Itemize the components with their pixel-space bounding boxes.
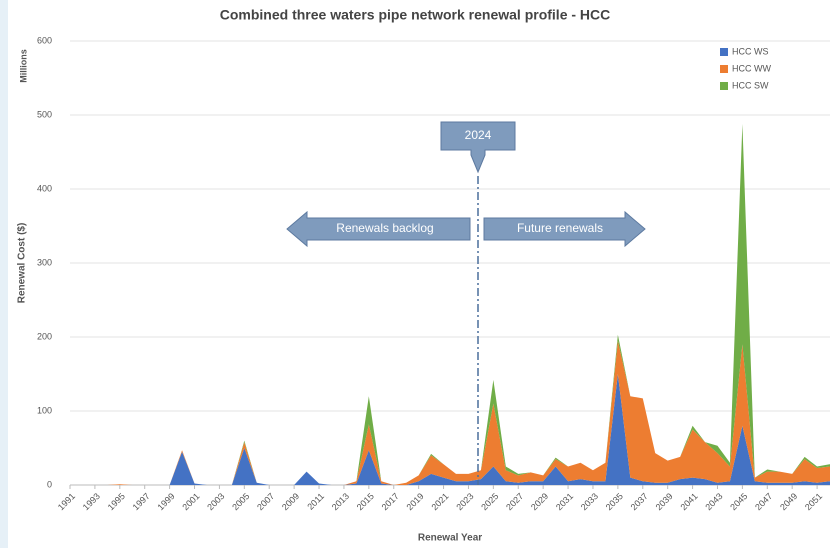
- y-tick-label: 200: [37, 331, 52, 341]
- backlog-arrow: [286, 210, 471, 248]
- year-callout-text: 2024: [465, 128, 492, 142]
- y-tick-label: 100: [37, 405, 52, 415]
- y-tick-label: 600: [37, 35, 52, 45]
- legend-swatch: [720, 65, 728, 73]
- legend-label: HCC WW: [732, 63, 771, 73]
- y-axis-label: Renewal Cost ($): [17, 223, 28, 304]
- year-callout: [440, 121, 516, 174]
- y-tick-label: 0: [47, 479, 52, 489]
- areas: [70, 123, 830, 485]
- legend-swatch: [720, 82, 728, 90]
- y-tick-label: 500: [37, 109, 52, 119]
- frame-edge: [0, 0, 8, 548]
- y-tick-label: 300: [37, 257, 52, 267]
- legend-label: HCC WS: [732, 46, 769, 56]
- future-text: Future renewals: [517, 221, 603, 235]
- legend-label: HCC SW: [732, 80, 769, 90]
- x-axis-label: Renewal Year: [418, 533, 482, 544]
- y-unit: Millions: [18, 49, 28, 83]
- backlog-text: Renewals backlog: [336, 221, 433, 235]
- chart-title: Combined three waters pipe network renew…: [220, 7, 611, 23]
- annotations: 2024 Renewals backlog Future renewals: [286, 121, 646, 485]
- legend-swatch: [720, 48, 728, 56]
- area: [70, 340, 830, 485]
- y-tick-label: 400: [37, 183, 52, 193]
- future-arrow: [483, 210, 646, 248]
- legend: HCC WS HCC WW HCC SW: [720, 46, 771, 90]
